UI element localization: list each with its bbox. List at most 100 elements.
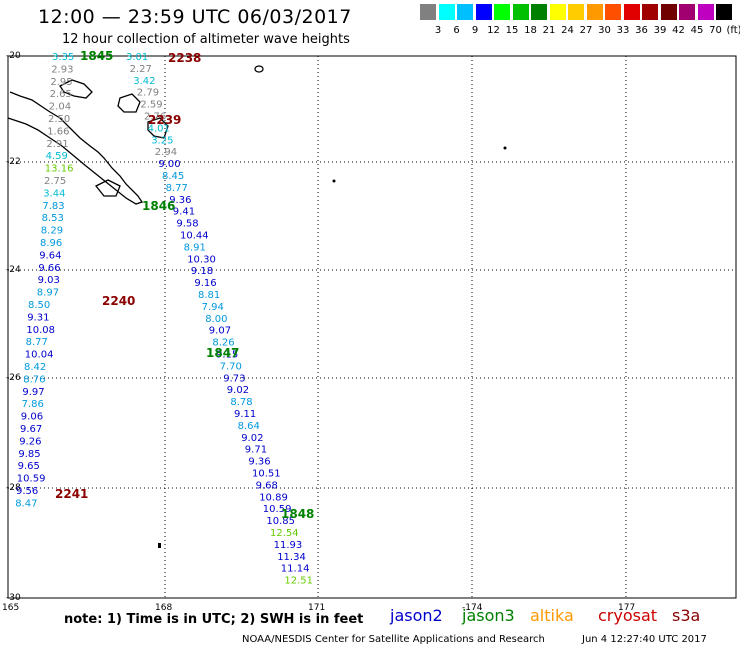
swh-value: 9.71 [245,445,267,456]
swh-value: 3.42 [133,76,155,87]
legend-label: 6 [453,25,460,36]
legend-swatch [660,4,677,20]
swh-value: 9.00 [158,159,180,170]
lon-label: 168 [155,603,172,613]
swh-value: 9.15 [216,350,238,361]
swh-value: 8.77 [166,183,188,194]
generation-date: Jun 4 12:27:40 UTC 2017 [582,634,707,645]
swh-value: 3.25 [151,135,173,146]
swh-value: 9.65 [18,461,40,472]
swh-value: 7.83 [42,201,64,212]
legend-label: 42 [672,25,685,36]
legend-label: 9 [471,25,479,36]
swh-value: 9.02 [241,433,263,444]
legend-swatch [623,4,640,20]
swh-value: 2.59 [140,100,162,111]
swh-value: 8.78 [230,397,252,408]
swh-value: 10.08 [26,325,55,336]
pass-time-label: 1848 [281,507,314,521]
satellite-name-jason2: jason2 [390,606,443,625]
swh-value: 8.97 [37,288,59,299]
swh-value: 9.56 [16,486,38,497]
swh-value: 2.94 [155,147,177,158]
swh-value: 12.51 [284,576,313,587]
swh-value: 9.31 [27,312,49,323]
swh-value: 10.59 [17,474,46,485]
swh-value: 7.70 [220,361,242,372]
legend-label: 39 [653,25,667,36]
legend-swatch [586,4,603,20]
legend-label: 15 [505,25,519,36]
legend-label: 70 [709,25,722,36]
pass-time-label: 1846 [142,199,175,213]
satellite-name-altika: altika [530,606,574,625]
legend-label: 24 [561,25,574,36]
island-dot [332,179,336,183]
swh-value: 9.58 [176,219,198,230]
swh-value: 2.76 [144,112,166,123]
legend-label: 18 [524,25,537,36]
swh-value: 7.94 [202,302,224,313]
swh-value: 9.97 [22,387,44,398]
swh-value: 2.04 [49,102,71,113]
legend-label: 27 [579,25,593,36]
swh-value: 8.53 [42,213,64,224]
swh-value: 7.86 [22,399,44,410]
swh-value: 9.06 [21,412,43,423]
lon-label: -174 [462,603,483,613]
lat-label: -30 [6,593,21,603]
swh-value: 8.77 [26,337,48,348]
swh-value: 8.64 [238,421,260,432]
swh-value: 9.41 [173,207,195,218]
legend-label: 3 [434,25,442,36]
legend-swatch [494,4,510,20]
lon-label: 165 [2,603,19,613]
island-dot [503,146,507,150]
lat-label: -22 [6,157,21,167]
swh-value: 2.75 [44,176,66,187]
legend-label: 21 [542,25,556,36]
island-dot [158,543,161,548]
swh-value: 2.27 [130,64,152,75]
legend-swatch [438,4,455,20]
swh-value: 9.36 [248,457,270,468]
pass-time-label: 2240 [102,294,135,308]
lat-label: -26 [6,373,21,383]
swh-value: 9.02 [227,385,249,396]
swh-value: 9.67 [20,424,42,435]
swh-value: 10.44 [180,231,209,242]
swh-value: 8.50 [28,300,50,311]
swh-value: 3.44 [43,188,65,199]
swh-value: 9.68 [256,480,278,491]
swh-value: 8.91 [184,242,206,253]
swh-value: 3.35 [52,52,74,63]
swh-value: 2.91 [46,139,68,150]
swh-value: 9.16 [194,278,216,289]
pass-time-label: 1847 [206,346,239,360]
satellite-name-s3a: s3a [672,606,701,625]
swh-value: 9.64 [39,250,61,261]
lon-label: 177 [618,603,635,613]
lon-label: 171 [308,603,325,613]
swh-value: 9.36 [169,195,191,206]
swh-value: 8.96 [40,238,62,249]
swh-value: 2.50 [48,114,70,125]
swh-value: 9.85 [18,449,40,460]
swh-value: 2.65 [50,89,72,100]
swh-value: 9.03 [38,275,60,286]
swh-value: 8.47 [15,498,37,509]
page-title: 12:00 — 23:59 UTC 06/03/2017 [38,6,352,28]
swh-value: 8.81 [198,290,220,301]
coastline [7,65,264,205]
pass-time-label: 2238 [168,51,201,65]
legend-swatch [697,4,714,20]
legend-label: 36 [635,25,648,36]
legend-label: 12 [487,25,500,36]
lat-label: -20 [6,51,21,61]
legend-label: 33 [616,25,630,36]
legend-swatch [642,4,658,20]
footer-note: note: 1) Time is in UTC; 2) SWH is in fe… [64,612,364,627]
track-labels: 3.352.93 2.952.65 2.042.501.66 2.914.59 13.1… [15,52,313,587]
